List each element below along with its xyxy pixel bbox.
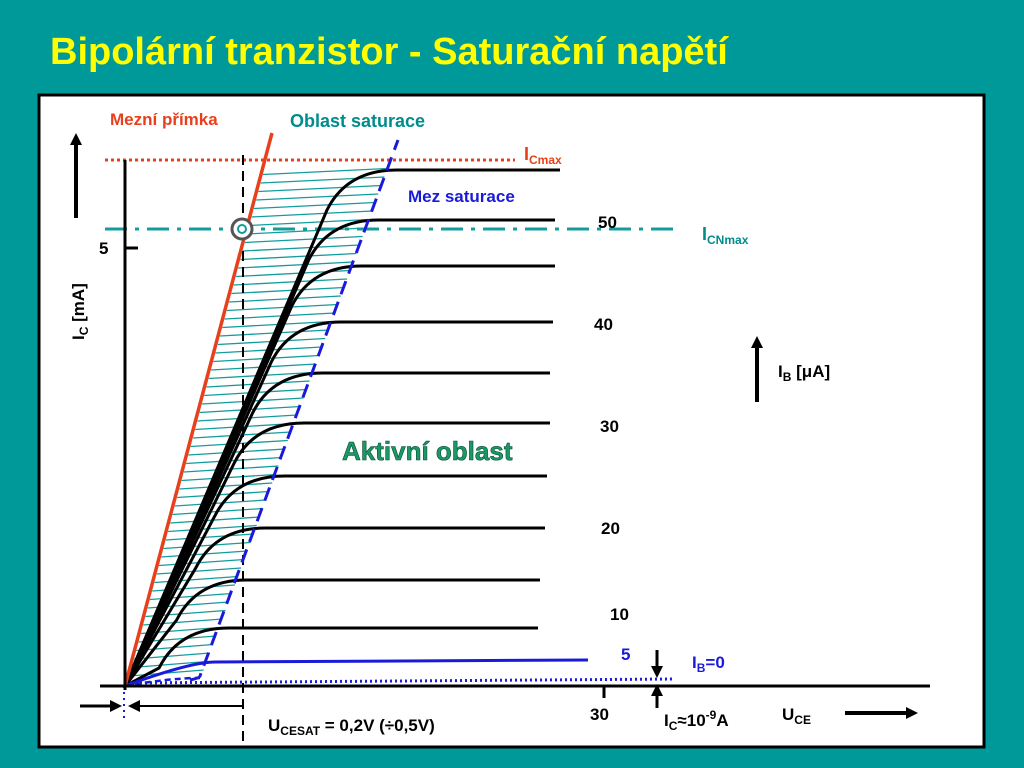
uce-main: U [782,705,794,724]
characteristic-curve [123,526,545,687]
operating-point-core [237,224,247,234]
ib-axis-label: IB [μA] [778,362,830,384]
ucesat-rest: = 0,2V (÷0,5V) [320,716,435,735]
hatch-line [229,295,341,303]
uce-label: UCE [782,705,811,727]
characteristic-curve [123,371,550,687]
hatch-line [179,482,273,490]
characteristic-curve [123,320,553,687]
hatch-line [131,660,207,669]
characteristic-curve [123,474,547,687]
characteristic-curve [123,578,540,687]
ic-leak-end: A [716,711,728,730]
curve-label: 5 [621,645,630,664]
icn-max-label: ICNmax [702,224,749,247]
hatch-line [231,286,344,295]
hatch-line [244,235,363,244]
characteristic-curve [123,218,555,687]
arrow-head [906,707,918,719]
hatch-line [170,516,260,524]
ib0-curve [124,676,201,688]
curve-label: 20 [601,519,620,538]
ic-max-label: ICmax [524,144,562,167]
ib-zero-main: I [692,653,697,672]
hatch-line [156,567,242,575]
ib-axis-rest: [μA] [791,362,830,381]
ib-axis-sub: B [783,370,792,384]
hatch-line [260,176,385,184]
hatch-line [163,541,251,550]
hatch-line [262,167,388,176]
y-axis-rest: [mA] [69,283,88,326]
slide-title: Bipolární tranzistor - Saturační napětí [50,31,729,73]
characteristic-curve [123,168,560,687]
arrow-head [128,700,140,712]
characteristic-curve [124,626,538,688]
hatch-line [253,201,376,210]
hatch-line [174,499,267,507]
y-axis-main: I [69,335,88,340]
limit-line-label: Mezní přímka [110,110,218,129]
characteristic-curve [123,421,550,687]
ic-leak-label: IC≈10-9A [664,708,729,733]
curve-label: 40 [594,315,613,334]
ic-leak-rest: ≈10 [677,711,705,730]
arrow-head [70,133,82,145]
hatch-line [258,184,382,193]
ucesat-main: U [268,716,280,735]
hatch-line [242,244,360,252]
hatch-line [251,210,372,218]
saturation-region-label: Oblast saturace [290,111,425,131]
y-tick-label: 5 [99,239,108,258]
ucesat-sub: CESAT [280,724,320,738]
curve-label: 30 [600,417,619,436]
icn-max-sub: CNmax [707,233,749,247]
saturation-limit [189,139,400,682]
hatch-line [233,278,348,286]
curve-label: 50 [598,213,617,232]
ib-zero-label: IB=0 [692,653,725,675]
ib-zero-sub: B [697,661,706,675]
hatch-line [238,261,354,269]
hatch-line [249,218,369,227]
arrow-head [651,666,663,678]
ib-zero-rest: =0 [705,653,724,672]
hatch-line [158,558,245,567]
hatch-line [177,490,270,499]
ib0-dotted [124,677,676,685]
ib5-curve [124,658,589,688]
hatch-line [240,252,357,261]
y-axis-sub: C [77,326,91,335]
ib-axis-main: I [778,362,783,381]
hatch-line [168,524,257,533]
saturation-limit-label: Mez saturace [408,187,515,206]
arrow-head [651,684,663,696]
ic-leak-sub: C [669,719,678,733]
active-region-label: Aktivní oblast [342,436,513,466]
hatch-line [188,448,285,456]
ic-max-sub: Cmax [529,153,562,167]
uce-sub: CE [794,713,811,727]
ic-max-main: I [524,144,529,164]
ic-leak-main: I [664,711,669,730]
curve-label: 10 [610,605,629,624]
characteristic-curve [123,264,555,687]
arrow-head [751,336,763,348]
y-axis-label: IC [mA] [69,283,91,340]
x-tick-label: 30 [590,705,609,724]
arrow-head [110,700,122,712]
diagram [70,132,930,745]
icn-max-main: I [702,224,707,244]
ic-leak-sup: -9 [706,708,717,722]
hatch-line [165,533,254,541]
ucesat-label: UCESAT = 0,2V (÷0,5V) [268,716,435,738]
hatch-line [256,193,379,201]
hatch-line [226,303,338,312]
